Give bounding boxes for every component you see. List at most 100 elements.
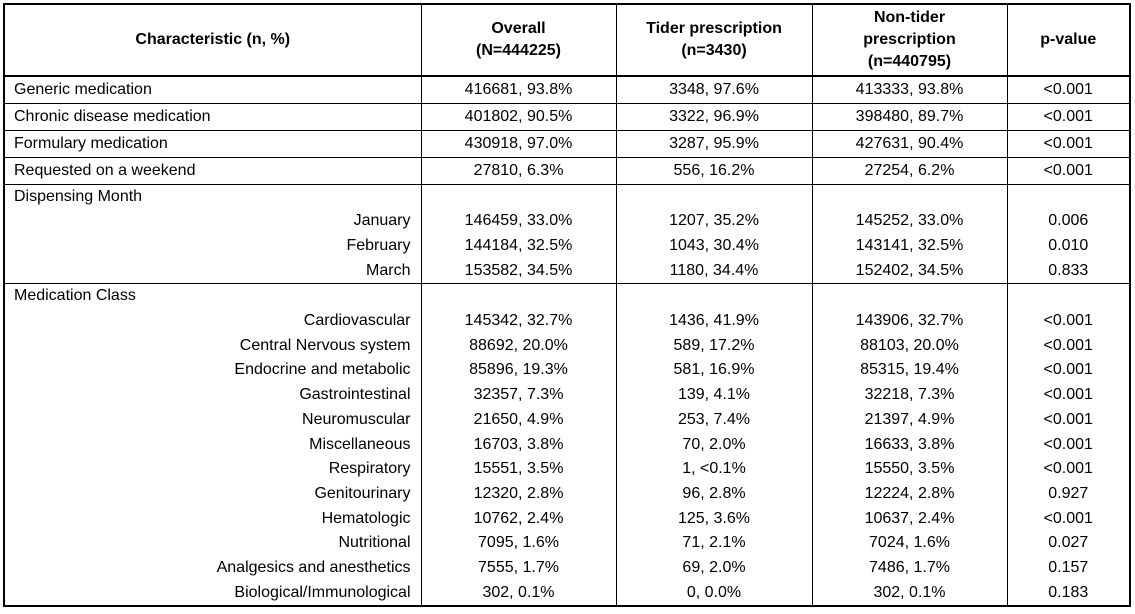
row-endocrine-and-metabolic: Endocrine and metabolic 85896, 19.3% 581… (4, 358, 1130, 384)
row-neuromuscular: Neuromuscular 21650, 4.9% 253, 7.4% 2139… (4, 407, 1130, 433)
tider-cell: 3287, 95.9% (615, 130, 812, 158)
overall-cell: 32357, 7.3% (420, 383, 616, 408)
non-tider-cell: 32218, 7.3% (811, 383, 1007, 408)
non-tider-cell: 85315, 19.4% (811, 358, 1007, 384)
characteristic-cell: Cardiovascular (303, 312, 411, 330)
p-value-cell (1006, 283, 1130, 310)
non-tider-cell: 27254, 6.2% (811, 157, 1007, 185)
section-label-cell: Medication Class (14, 287, 136, 305)
tider-cell: 96, 2.8% (615, 481, 812, 507)
p-value-cell: <0.001 (1006, 383, 1130, 408)
characteristic-cell: Central Nervous system (239, 336, 411, 354)
p-value-cell: 0.027 (1006, 531, 1130, 557)
overall-cell: 12320, 2.8% (420, 481, 616, 507)
non-tider-cell: 21397, 4.9% (811, 407, 1007, 433)
p-value-cell: <0.001 (1006, 407, 1130, 433)
tider-cell (615, 283, 812, 310)
non-tider-cell: 143906, 32.7% (811, 309, 1007, 334)
col-header-characteristic: Characteristic (n, %) (4, 4, 421, 77)
row-analgesics-and-anesthetics: Analgesics and anesthetics 7555, 1.7% 69… (4, 556, 1130, 581)
tider-cell: 253, 7.4% (615, 407, 812, 433)
col-header-non-tider-prescription: Non-tider prescription (n=440795) (811, 4, 1007, 77)
non-tider-cell: 7486, 1.7% (811, 556, 1007, 581)
tider-cell: 1207, 35.2% (615, 209, 812, 234)
overall-cell: 16703, 3.8% (420, 432, 616, 458)
tider-cell: 69, 2.0% (615, 556, 812, 581)
characteristic-cell: Chronic disease medication (4, 103, 421, 131)
characteristics-table: Characteristic (n, %) Overall (N=444225)… (3, 3, 1131, 608)
non-tider-cell: 12224, 2.8% (811, 481, 1007, 507)
characteristic-cell: Requested on a weekend (4, 157, 421, 185)
col-header-p-value: p-value (1006, 4, 1130, 77)
row-biological-immunological: Biological/Immunological 302, 0.1% 0, 0.… (4, 580, 1130, 607)
non-tider-cell (811, 283, 1007, 310)
row-gastrointestinal: Gastrointestinal 32357, 7.3% 139, 4.1% 3… (4, 383, 1130, 408)
tider-cell: 70, 2.0% (615, 432, 812, 458)
row-january: January 146459, 33.0% 1207, 35.2% 145252… (4, 209, 1130, 234)
row-generic-medication: Generic medication 416681, 93.8% 3348, 9… (4, 76, 1130, 104)
row-hematologic: Hematologic 10762, 2.4% 125, 3.6% 10637,… (4, 506, 1130, 532)
overall-cell: 21650, 4.9% (420, 407, 616, 433)
non-tider-cell: 16633, 3.8% (811, 432, 1007, 458)
p-value-cell: <0.001 (1006, 76, 1130, 104)
tider-cell (615, 184, 812, 210)
tider-cell: 556, 16.2% (615, 157, 812, 185)
non-tider-cell: 427631, 90.4% (811, 130, 1007, 158)
overall-cell: 416681, 93.8% (420, 76, 616, 104)
row-cardiovascular: Cardiovascular 145342, 32.7% 1436, 41.9%… (4, 309, 1130, 334)
row-nutritional: Nutritional 7095, 1.6% 71, 2.1% 7024, 1.… (4, 531, 1130, 557)
overall-cell (420, 184, 616, 210)
col-header-tider-prescription: Tider prescription (n=3430) (615, 4, 812, 77)
non-tider-cell: 15550, 3.5% (811, 457, 1007, 482)
overall-cell: 430918, 97.0% (420, 130, 616, 158)
overall-cell: 88692, 20.0% (420, 333, 616, 359)
characteristic-cell: Generic medication (4, 76, 421, 104)
characteristic-cell: Hematologic (321, 509, 411, 527)
row-respiratory: Respiratory 15551, 3.5% 1, <0.1% 15550, … (4, 457, 1130, 482)
tider-cell: 71, 2.1% (615, 531, 812, 557)
p-value-cell: <0.001 (1006, 432, 1130, 458)
p-value-cell: <0.001 (1006, 309, 1130, 334)
overall-cell: 146459, 33.0% (420, 209, 616, 234)
overall-cell: 153582, 34.5% (420, 258, 616, 285)
p-value-cell: <0.001 (1006, 457, 1130, 482)
tider-cell: 1, <0.1% (615, 457, 812, 482)
characteristic-cell: Neuromuscular (302, 410, 411, 428)
characteristic-cell: Analgesics and anesthetics (216, 559, 411, 577)
p-value-cell: 0.833 (1006, 258, 1130, 285)
non-tider-cell: 10637, 2.4% (811, 506, 1007, 532)
characteristic-cell: Genitourinary (314, 484, 411, 502)
p-value-cell: 0.157 (1006, 556, 1130, 581)
tider-cell: 3322, 96.9% (615, 103, 812, 131)
section-label-cell: Dispensing Month (14, 187, 143, 205)
overall-cell: 7095, 1.6% (420, 531, 616, 557)
characteristic-cell: Respiratory (328, 460, 411, 478)
row-miscellaneous: Miscellaneous 16703, 3.8% 70, 2.0% 16633… (4, 432, 1130, 458)
p-value-cell: 0.927 (1006, 481, 1130, 507)
characteristic-cell: February (346, 236, 411, 254)
tider-cell: 1436, 41.9% (615, 309, 812, 334)
p-value-cell: 0.006 (1006, 209, 1130, 234)
overall-cell: 7555, 1.7% (420, 556, 616, 581)
overall-cell: 144184, 32.5% (420, 233, 616, 259)
characteristic-cell: Endocrine and metabolic (234, 361, 411, 379)
characteristic-cell: Miscellaneous (309, 435, 411, 453)
tider-cell: 589, 17.2% (615, 333, 812, 359)
overall-cell: 145342, 32.7% (420, 309, 616, 334)
tider-cell: 0, 0.0% (615, 580, 812, 607)
tider-cell: 1180, 34.4% (615, 258, 812, 285)
non-tider-cell (811, 184, 1007, 210)
header-row: Characteristic (n, %) Overall (N=444225)… (4, 4, 1130, 77)
non-tider-cell: 145252, 33.0% (811, 209, 1007, 234)
p-value-cell: <0.001 (1006, 333, 1130, 359)
row-formulary-medication: Formulary medication 430918, 97.0% 3287,… (4, 130, 1130, 158)
non-tider-cell: 413333, 93.8% (811, 76, 1007, 104)
characteristic-cell: March (4, 258, 421, 285)
overall-cell: 15551, 3.5% (420, 457, 616, 482)
non-tider-cell: 143141, 32.5% (811, 233, 1007, 259)
overall-cell: 401802, 90.5% (420, 103, 616, 131)
row-genitourinary: Genitourinary 12320, 2.8% 96, 2.8% 12224… (4, 481, 1130, 507)
tider-cell: 3348, 97.6% (615, 76, 812, 104)
section-medication-class: Medication Class (4, 283, 1130, 310)
